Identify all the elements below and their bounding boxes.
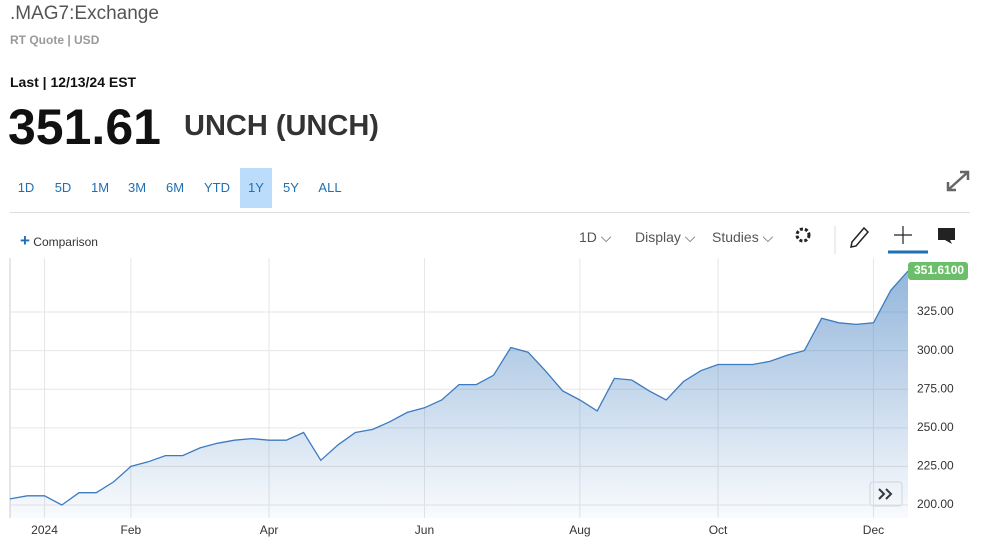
y-tick-label: 325.00 [917,304,954,318]
price: 351.61 [8,99,161,155]
expand-icon[interactable] [944,168,972,194]
chart: 200.00 225.00 250.00 275.00 300.00 325.00 2024… [9,258,968,537]
x-tick-label: Aug [569,523,590,537]
crosshair-icon[interactable] [894,226,912,244]
studies-menu[interactable]: Studies ⌵ [712,229,774,245]
range-button[interactable]: 5D [54,180,72,195]
area [10,271,908,518]
comment-icon[interactable] [938,228,955,244]
range-button[interactable]: 5Y [283,180,299,195]
comparison-button[interactable]: + Comparison [20,231,98,250]
range-button[interactable]: 6M [165,180,185,195]
comparison-label: Comparison [33,235,98,249]
y-tick-label: 275.00 [917,381,954,395]
y-tick-label: 200.00 [917,497,954,511]
interval-label: 1D [579,229,597,245]
toolbar-icons [795,226,955,254]
x-tick-label: Oct [709,523,728,537]
range-button[interactable]: 1Y [240,168,272,208]
range-button[interactable]: YTD [204,180,230,195]
last-time: Last | 12/13/24 EST [10,74,137,90]
range-button[interactable]: ALL [318,180,342,195]
subtitle: RT Quote | USD [10,33,100,47]
display-label: Display [635,229,681,245]
last-price-label: 351.6100 [914,263,964,277]
x-tick-label: Feb [121,523,142,537]
range-button[interactable]: 1M [90,180,110,195]
x-tick-label: Dec [863,523,884,537]
title: .MAG7:Exchange [10,3,159,24]
display-menu[interactable]: Display ⌵ [635,229,696,245]
x-tick-label: Jun [415,523,434,537]
line [9,270,909,506]
range-button[interactable]: 1D [17,180,35,195]
interval-menu[interactable]: 1D ⌵ [579,229,612,245]
x-tick-label: Apr [260,523,279,537]
settings-icon[interactable] [795,227,811,243]
draw-icon[interactable] [850,226,870,248]
y-tick-label: 225.00 [917,459,954,473]
y-tick-label: 300.00 [917,343,954,357]
x-tick-label: 2024 [31,523,58,537]
divider [10,212,970,213]
studies-label: Studies [712,229,759,245]
last-price-badge [908,261,968,280]
change: UNCH (UNCH) [184,110,379,142]
y-tick-label: 250.00 [917,420,954,434]
range-button[interactable]: 3M [127,180,147,195]
